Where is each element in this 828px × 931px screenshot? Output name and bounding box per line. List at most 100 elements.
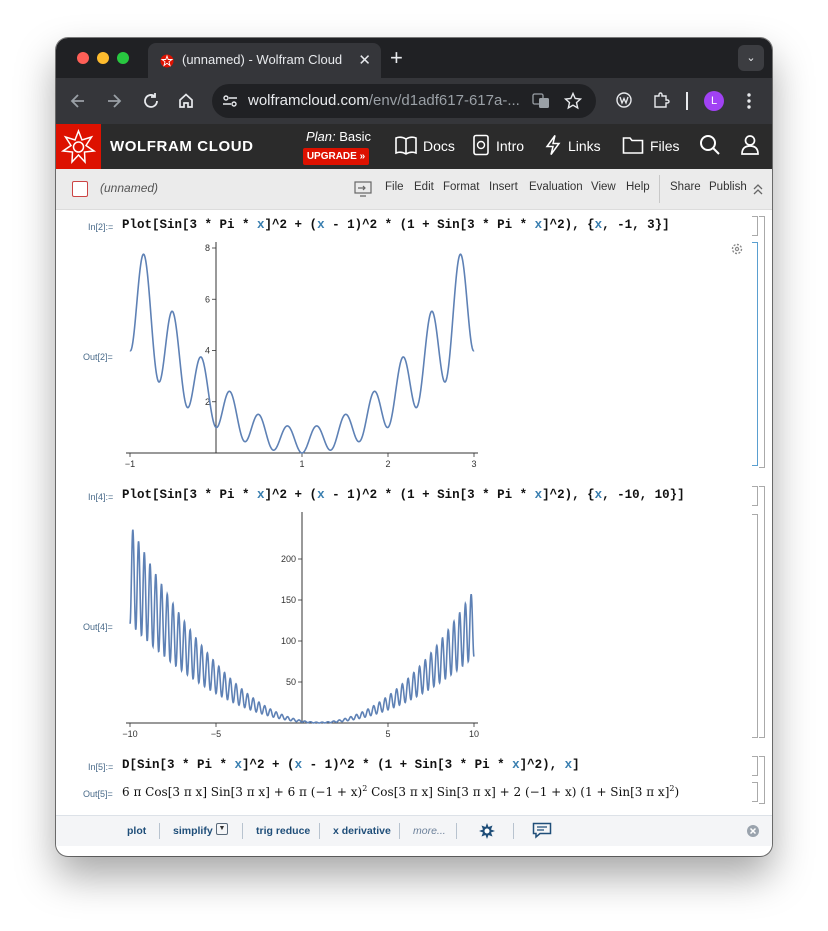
suggestion-trig-reduce[interactable]: trig reduce xyxy=(256,825,311,837)
cell-options-gear-icon[interactable] xyxy=(730,242,744,256)
notebook-icon[interactable] xyxy=(72,181,88,197)
menu-format[interactable]: Format xyxy=(443,181,480,193)
nav-docs[interactable]: Docs xyxy=(423,138,455,154)
x-tick-label: 10 xyxy=(469,729,479,739)
new-tab-button[interactable]: + xyxy=(390,45,403,70)
y-tick-label: 8 xyxy=(205,243,210,253)
wolfram-favicon-icon xyxy=(160,54,174,68)
input-label: In[2]:= xyxy=(88,222,114,232)
menu-divider xyxy=(659,175,660,203)
menu-edit[interactable]: Edit xyxy=(414,181,434,193)
notebook-toolbar: (unnamed) File Edit Format Insert Evalua… xyxy=(56,169,772,210)
url-path: /env/d1adf617-617a-... xyxy=(368,92,520,109)
home-icon[interactable] xyxy=(177,91,195,111)
browser-window: (unnamed) - Wolfram Cloud ✕ + ⌄ wolframc… xyxy=(56,38,772,856)
browser-toolbar: wolframcloud.com/env/d1adf617-617a-... L xyxy=(56,78,772,124)
links-bolt-icon[interactable] xyxy=(544,134,562,156)
cell-group-bracket-outer[interactable] xyxy=(759,216,765,468)
translate-icon[interactable] xyxy=(532,93,550,109)
output-label: Out[4]= xyxy=(83,622,113,632)
cell-bracket[interactable] xyxy=(752,514,758,738)
menu-file[interactable]: File xyxy=(385,181,404,193)
plan-value: Basic xyxy=(339,129,372,144)
close-window-button[interactable] xyxy=(77,52,89,64)
intro-device-icon[interactable] xyxy=(472,134,490,156)
cell-group-bracket[interactable] xyxy=(752,242,758,466)
close-suggestions-icon[interactable] xyxy=(746,824,760,838)
suggestion-divider xyxy=(319,823,320,839)
user-account-icon[interactable] xyxy=(740,134,760,156)
derivative-output[interactable]: 6 π Cos[3 π x] Sin[3 π x] + 6 π (−1 + x)… xyxy=(122,784,680,799)
wolfram-extension-icon[interactable] xyxy=(616,92,632,108)
y-tick-label: 200 xyxy=(281,554,296,564)
wolfram-logo[interactable] xyxy=(56,124,101,169)
collapse-toolbar-icon[interactable] xyxy=(752,182,764,196)
wolfram-assistant-icon[interactable] xyxy=(478,822,496,840)
plot-output-1[interactable]: −1 1 2 3 2 4 6 8 xyxy=(118,240,488,470)
docs-book-icon[interactable] xyxy=(394,134,418,156)
browser-tab[interactable]: (unnamed) - Wolfram Cloud ✕ xyxy=(148,43,381,78)
plan-label: Plan: xyxy=(306,129,336,144)
suggestion-x-derivative[interactable]: x derivative xyxy=(333,825,391,837)
tab-close-icon[interactable]: ✕ xyxy=(358,52,371,69)
tab-bar: (unnamed) - Wolfram Cloud ✕ + ⌄ xyxy=(56,38,772,78)
minimize-window-button[interactable] xyxy=(97,52,109,64)
menu-evaluation[interactable]: Evaluation xyxy=(529,181,583,193)
notebook-name[interactable]: (unnamed) xyxy=(100,181,159,195)
x-tick-label: 5 xyxy=(385,729,390,739)
suggestion-plot[interactable]: plot xyxy=(127,825,147,837)
simplify-dropdown-icon[interactable]: ▼ xyxy=(216,823,228,835)
tab-search-button[interactable]: ⌄ xyxy=(738,45,764,71)
cell-bracket[interactable] xyxy=(752,782,758,802)
extensions-puzzle-icon[interactable] xyxy=(652,91,670,109)
menu-view[interactable]: View xyxy=(591,181,616,193)
menu-help[interactable]: Help xyxy=(626,181,650,193)
share-button[interactable]: Share xyxy=(670,181,701,193)
suggestion-more[interactable]: more... xyxy=(413,825,446,837)
forward-icon[interactable] xyxy=(106,91,122,111)
back-icon[interactable] xyxy=(70,91,86,111)
x-tick-label: 2 xyxy=(385,459,390,469)
menu-insert[interactable]: Insert xyxy=(489,181,518,193)
input-cell-plot-2[interactable]: Plot[Sin[3 * Pi * x]^2 + (x - 1)^2 * (1 … xyxy=(122,488,685,502)
cell-group-bracket-outer[interactable] xyxy=(759,486,765,738)
tab-title: (unnamed) - Wolfram Cloud xyxy=(182,52,343,67)
files-folder-icon[interactable] xyxy=(622,134,644,156)
y-tick-label: 150 xyxy=(281,595,296,605)
feedback-chat-icon[interactable] xyxy=(532,822,552,839)
wolfram-cloud-title[interactable]: WOLFRAM CLOUD xyxy=(110,138,254,155)
plot-output-2[interactable]: −10 −5 5 10 50 100 150 200 xyxy=(118,510,488,740)
url-text[interactable]: wolframcloud.com/env/d1adf617-617a-... xyxy=(248,92,520,109)
function-curve xyxy=(129,529,475,724)
suggestion-divider xyxy=(159,823,160,839)
maximize-window-button[interactable] xyxy=(117,52,129,64)
nav-intro[interactable]: Intro xyxy=(496,138,525,154)
suggestion-divider xyxy=(242,823,243,839)
x-tick-label: 1 xyxy=(299,459,304,469)
nav-links[interactable]: Links xyxy=(568,138,601,154)
more-menu-icon[interactable] xyxy=(746,91,752,111)
input-label: In[4]:= xyxy=(88,492,114,502)
suggestion-divider xyxy=(456,823,457,839)
site-info-icon[interactable] xyxy=(222,94,238,108)
cell-bracket[interactable] xyxy=(752,756,758,776)
address-bar[interactable]: wolframcloud.com/env/d1adf617-617a-... xyxy=(212,84,596,118)
input-cell-plot-1[interactable]: Plot[Sin[3 * Pi * x]^2 + (x - 1)^2 * (1 … xyxy=(122,218,670,232)
suggestion-simplify[interactable]: simplify xyxy=(173,825,213,837)
profile-avatar[interactable]: L xyxy=(704,91,724,111)
bookmark-star-icon[interactable] xyxy=(564,92,582,110)
present-icon[interactable] xyxy=(354,181,372,197)
y-tick-label: 50 xyxy=(286,677,296,687)
publish-button[interactable]: Publish xyxy=(709,181,747,193)
cell-bracket[interactable] xyxy=(752,216,758,236)
reload-icon[interactable] xyxy=(142,91,160,111)
suggestions-bar: plot simplify ▼ trig reduce x derivative… xyxy=(56,815,772,846)
y-tick-label: 2 xyxy=(205,397,210,407)
nav-files[interactable]: Files xyxy=(650,138,680,154)
y-tick-label: 4 xyxy=(205,346,210,356)
input-cell-derivative[interactable]: D[Sin[3 * Pi * x]^2 + (x - 1)^2 * (1 + S… xyxy=(122,758,580,772)
search-icon[interactable] xyxy=(699,134,721,156)
cell-bracket[interactable] xyxy=(752,486,758,506)
cell-group-bracket-outer[interactable] xyxy=(759,756,765,804)
upgrade-button[interactable]: UPGRADE » xyxy=(303,148,369,165)
